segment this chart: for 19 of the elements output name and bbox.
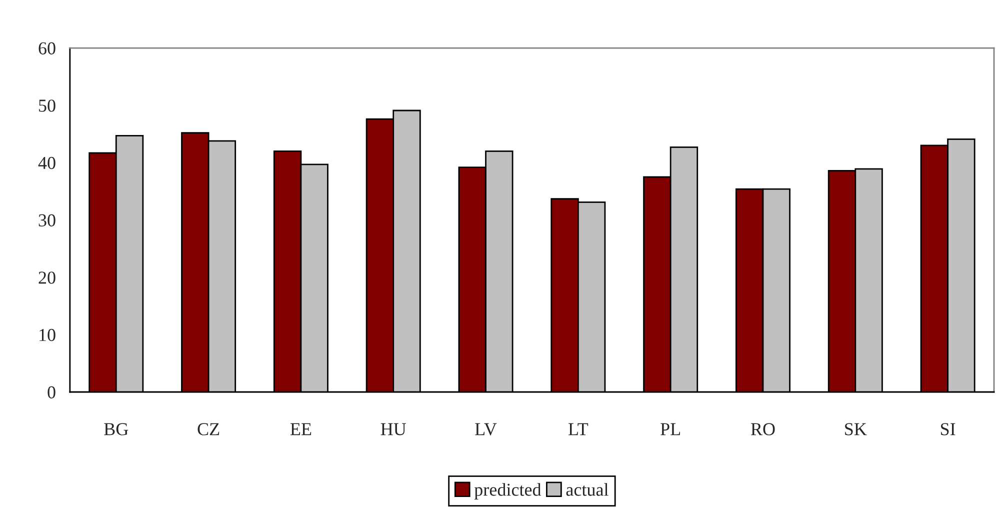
y-tick-label: 0 (48, 386, 56, 398)
x-tick-label: RO (750, 423, 775, 436)
y-tick-label: 30 (38, 214, 56, 226)
y-tick-label: 50 (39, 100, 56, 112)
x-tick-label: LV (475, 423, 497, 436)
x-tick-label: LT (568, 423, 588, 436)
x-tick-label: SK (845, 423, 867, 436)
y-tick-label: 10 (40, 328, 56, 342)
legend-label: actual (566, 483, 608, 496)
y-tick-label: 40 (38, 156, 56, 170)
x-tick-label: PL (660, 423, 680, 436)
x-tick-label: BG (104, 423, 128, 436)
legend-label: predicted (474, 483, 542, 500)
x-tick-label: EE (290, 423, 312, 436)
y-tick-label: 20 (38, 272, 56, 284)
x-tick-label: CZ (198, 423, 220, 436)
x-tick-label: SI (940, 423, 956, 436)
y-tick-label: 60 (38, 42, 56, 54)
x-tick-label: HU (380, 423, 406, 436)
